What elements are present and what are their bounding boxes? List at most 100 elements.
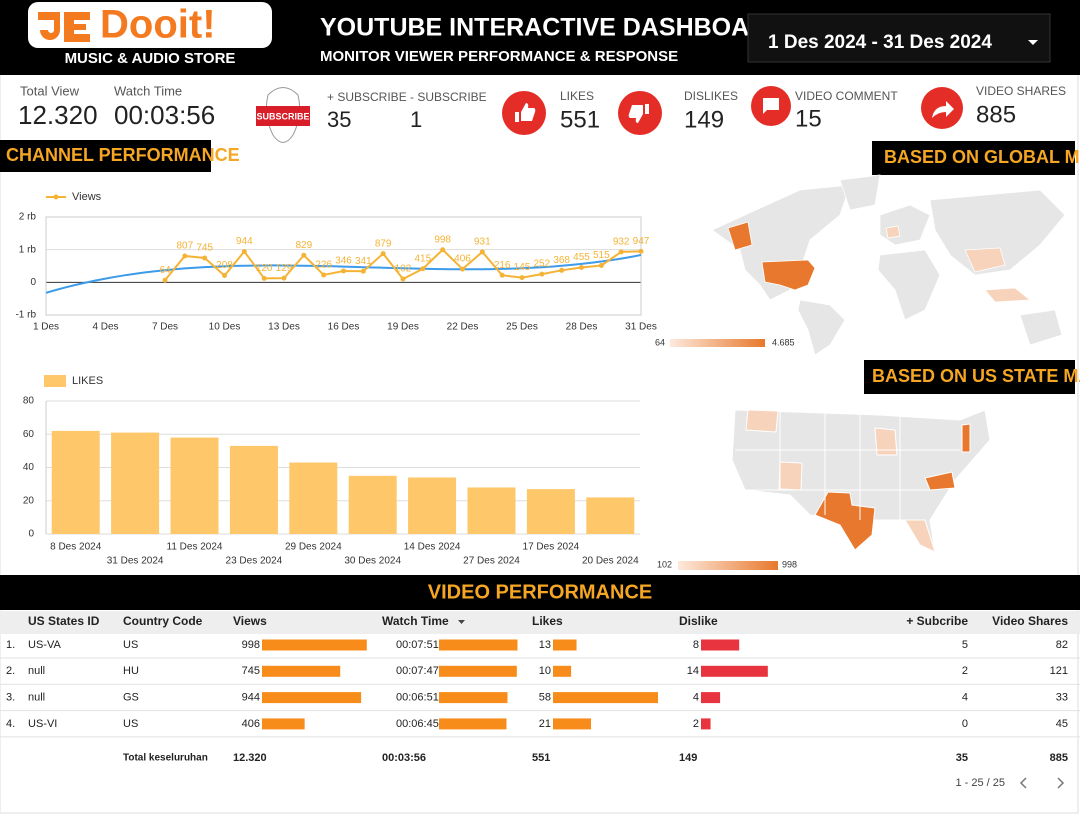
y-tick-label: 40 (23, 462, 35, 473)
total-value: 35 (956, 752, 968, 764)
y-tick-label: 20 (23, 495, 35, 506)
table-cell: 121 (1050, 665, 1068, 677)
data-point (638, 248, 644, 254)
x-tick-label: 14 Des 2024 (404, 542, 461, 553)
section-label: BASED ON GLOBAL MAP (884, 147, 1080, 167)
dashboard-subtitle: MONITOR VIEWER PERFORMANCE & RESPONSE (320, 48, 678, 65)
y-tick-label: 60 (23, 429, 35, 440)
region (797, 299, 846, 356)
global-map (711, 174, 1066, 356)
table-cell: 944 (242, 692, 260, 704)
data-point (519, 275, 525, 281)
x-tick-label: 4 Des (92, 322, 118, 333)
kpi-value: 1 (410, 107, 422, 132)
data-point (380, 251, 386, 257)
table-cell: 00:06:51 (396, 692, 439, 704)
x-tick-label: 28 Des (566, 322, 598, 333)
dropdown-arrow[interactable] (1028, 40, 1038, 45)
date-range[interactable]: 1 Des 2024 - 31 Des 2024 (768, 32, 992, 53)
table-bar (553, 692, 658, 704)
share-glyph (932, 101, 954, 118)
bar (586, 497, 635, 534)
kpi-label: LIKES (560, 89, 594, 103)
bar (111, 432, 160, 534)
map-legend-min: 64 (655, 337, 665, 347)
state-borders (735, 410, 960, 520)
pager-arrows[interactable] (1019, 777, 1065, 789)
data-point (222, 273, 227, 279)
section-label: VIDEO PERFORMANCE (428, 581, 652, 603)
data-point (579, 264, 584, 270)
map-legend-min: 102 (657, 559, 672, 569)
kpi-value: 00:03:56 (114, 100, 215, 130)
kpi-value: 551 (560, 106, 600, 133)
x-tick-label: 31 Des (625, 322, 657, 333)
data-label: 216 (494, 260, 511, 271)
section-label: BASED ON US STATE MAP (872, 366, 1080, 386)
column-header: Video Shares (992, 614, 1068, 628)
x-tick-label: 30 Des 2024 (344, 556, 401, 567)
table-cell: 10 (539, 665, 551, 677)
data-label: 129 (276, 263, 293, 274)
data-point (162, 277, 168, 283)
column-header: Watch Time (382, 614, 449, 628)
region (727, 221, 753, 251)
us-map (731, 409, 991, 553)
kpi-label: Total View (20, 83, 80, 98)
kpi-value: 15 (795, 105, 822, 132)
section-label-bg (864, 360, 1075, 394)
comment-glyph (763, 98, 779, 114)
kpi-label: Watch Time (114, 83, 182, 98)
data-point (301, 252, 307, 258)
region (929, 189, 1066, 276)
kpi-label: VIDEO COMMENT (795, 89, 898, 103)
data-point (281, 275, 287, 281)
sort-indicator[interactable] (458, 620, 465, 624)
dashboard-title: YOUTUBE INTERACTIVE DASHBOARD (320, 14, 785, 42)
dislikes-glyph (628, 104, 649, 123)
data-label: 829 (295, 240, 312, 251)
section-label: CHANNEL PERFORMANCE (6, 145, 240, 165)
table-cell: 2 (693, 718, 699, 730)
table-bar (701, 639, 740, 651)
table-cell: 58 (539, 692, 551, 704)
data-label: 931 (474, 237, 491, 248)
data-label: 515 (593, 250, 610, 261)
column-header: + Subcribe (906, 614, 968, 628)
region (877, 249, 941, 321)
table-bar (439, 692, 508, 704)
data-label: 807 (176, 241, 193, 252)
table-cell: US-VA (28, 639, 61, 651)
kpi-label: DISLIKES (684, 89, 738, 103)
table-bar (262, 692, 362, 704)
table-cell: GS (123, 692, 139, 704)
table-cell: 13 (539, 639, 551, 651)
table-header-bg (0, 611, 1080, 634)
bar (467, 487, 516, 534)
row-index: 2. (6, 665, 15, 677)
region (964, 247, 1006, 273)
data-point (499, 272, 505, 278)
data-point (479, 249, 485, 255)
table-cell: 4 (962, 692, 968, 704)
x-tick-label: 17 Des 2024 (523, 542, 580, 553)
data-point (420, 266, 426, 272)
data-point (321, 272, 327, 278)
x-tick-label: 22 Des (447, 322, 479, 333)
table-bar (439, 718, 507, 730)
data-label: 145 (514, 262, 531, 273)
date-picker[interactable] (747, 13, 1051, 63)
table-cell: null (28, 665, 45, 677)
table-bar (701, 692, 721, 704)
map-legend-max: 998 (782, 559, 797, 569)
kpi-label: VIDEO SHARES (976, 84, 1066, 98)
bar (408, 477, 457, 534)
data-label: 455 (573, 252, 590, 263)
subscribe-badge (256, 106, 310, 126)
data-label: 102 (395, 264, 412, 275)
subscribe-badge-text: SUBSCRIBE (256, 111, 309, 121)
table-bar (439, 639, 518, 651)
data-label: 64 (159, 265, 171, 276)
